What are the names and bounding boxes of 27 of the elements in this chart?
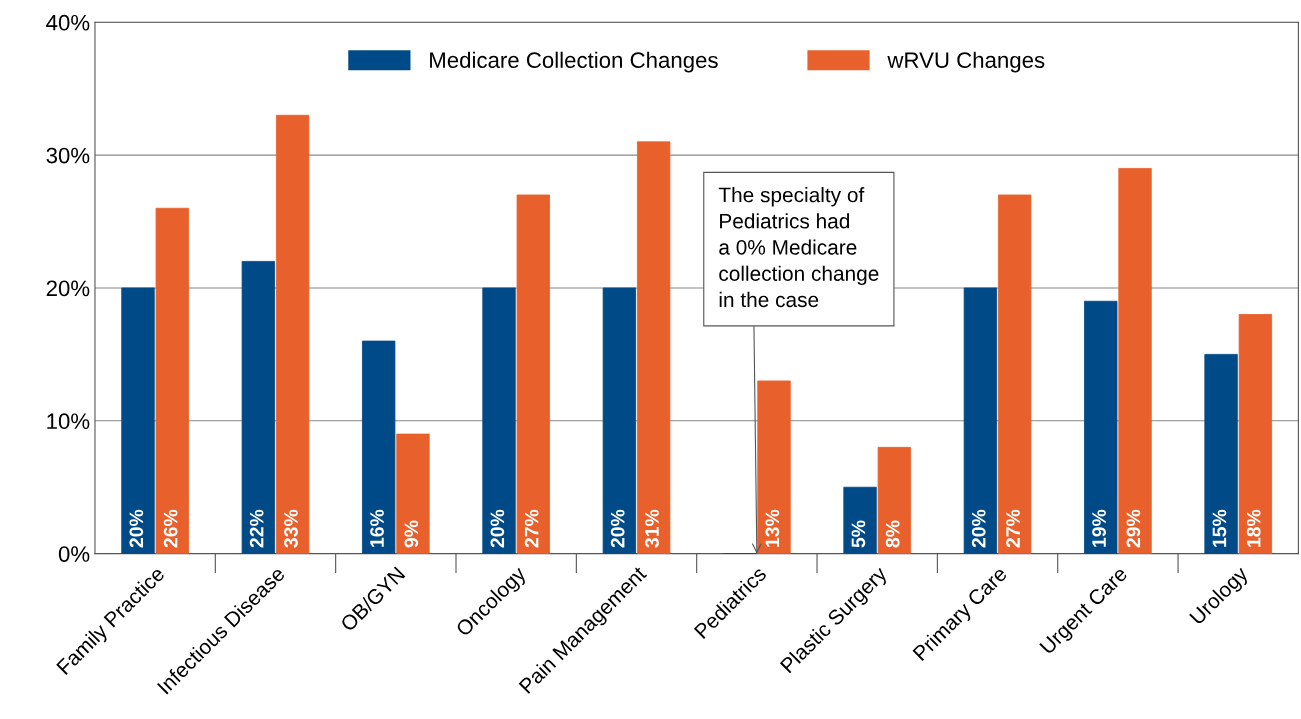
data-label: 27%: [524, 509, 539, 548]
data-label: 5%: [851, 520, 866, 548]
data-label: 20%: [610, 509, 625, 548]
y-tick-label: 30%: [46, 147, 90, 164]
data-label: 22%: [249, 509, 264, 548]
data-label: 20%: [971, 509, 986, 548]
annotation: The specialty of Pediatrics had a 0% Medicare collection change in the case: [718, 187, 879, 308]
data-label: 20%: [129, 509, 144, 548]
data-label: 19%: [1092, 509, 1106, 547]
data-label: 31%: [645, 509, 659, 548]
data-label: 33%: [284, 509, 298, 548]
legend-label: Medicare Collection Changes: [430, 51, 718, 73]
data-label: 18%: [1246, 509, 1261, 547]
data-label: 29%: [1126, 509, 1141, 548]
data-label: 15%: [1212, 509, 1227, 547]
y-tick-label: 10%: [47, 413, 90, 430]
y-tick-label: 40%: [46, 14, 90, 31]
data-label: 27%: [1006, 509, 1020, 548]
y-tick-label: 0%: [58, 546, 90, 562]
legend-label: wRVU Changes: [887, 51, 1045, 73]
y-tick-label: 20%: [46, 280, 90, 297]
data-label: 16%: [370, 509, 384, 547]
data-label: 13%: [765, 509, 780, 547]
data-label: 8%: [885, 520, 900, 548]
data-label: 26%: [163, 509, 178, 548]
data-label: 20%: [490, 509, 505, 548]
data-label: 9%: [404, 520, 419, 548]
